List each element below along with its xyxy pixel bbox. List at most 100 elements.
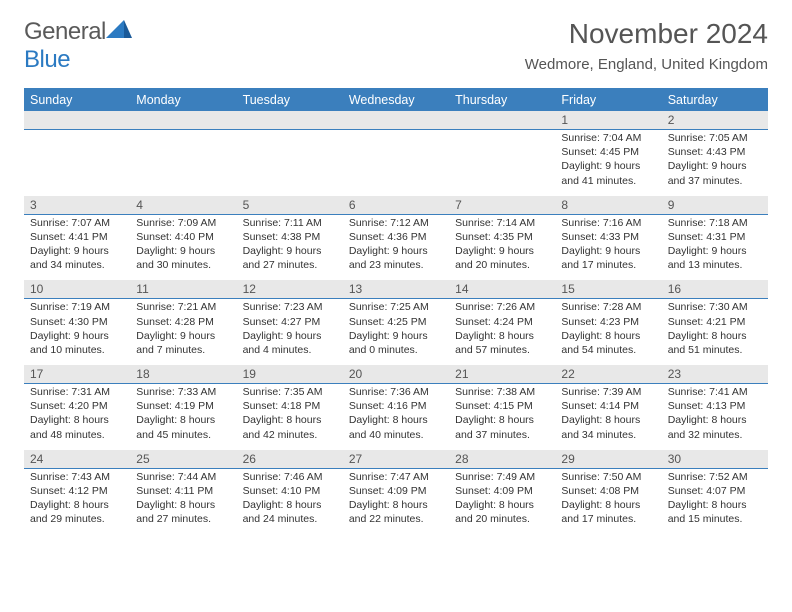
day-cell: Sunrise: 7:49 AMSunset: 4:09 PMDaylight:… <box>449 469 555 535</box>
day-cell: Sunrise: 7:47 AMSunset: 4:09 PMDaylight:… <box>343 469 449 535</box>
sunrise-line: Sunrise: 7:12 AM <box>349 216 443 230</box>
sunset-line: Sunset: 4:12 PM <box>30 484 124 498</box>
date-number: 30 <box>662 450 768 468</box>
day-data-row: Sunrise: 7:43 AMSunset: 4:12 PMDaylight:… <box>24 469 768 535</box>
sunset-line: Sunset: 4:07 PM <box>668 484 762 498</box>
sunrise-line: Sunrise: 7:23 AM <box>243 300 337 314</box>
sunset-line: Sunset: 4:40 PM <box>136 230 230 244</box>
date-number <box>343 111 449 129</box>
sunrise-line: Sunrise: 7:26 AM <box>455 300 549 314</box>
day-data-row: Sunrise: 7:07 AMSunset: 4:41 PMDaylight:… <box>24 215 768 281</box>
daylight-line: Daylight: 8 hours and 48 minutes. <box>30 413 124 441</box>
date-number: 13 <box>343 280 449 298</box>
day-cell: Sunrise: 7:26 AMSunset: 4:24 PMDaylight:… <box>449 299 555 365</box>
date-number: 26 <box>237 450 343 468</box>
date-number: 12 <box>237 280 343 298</box>
sunset-line: Sunset: 4:31 PM <box>668 230 762 244</box>
daylight-line: Daylight: 8 hours and 57 minutes. <box>455 329 549 357</box>
sunset-line: Sunset: 4:09 PM <box>455 484 549 498</box>
date-number-row: 12 <box>24 111 768 130</box>
sunset-line: Sunset: 4:10 PM <box>243 484 337 498</box>
day-cell: Sunrise: 7:05 AMSunset: 4:43 PMDaylight:… <box>662 130 768 196</box>
sunrise-line: Sunrise: 7:14 AM <box>455 216 549 230</box>
daylight-line: Daylight: 9 hours and 20 minutes. <box>455 244 549 272</box>
sunrise-line: Sunrise: 7:11 AM <box>243 216 337 230</box>
sunset-line: Sunset: 4:35 PM <box>455 230 549 244</box>
daylight-line: Daylight: 8 hours and 29 minutes. <box>30 498 124 526</box>
daylight-line: Daylight: 9 hours and 17 minutes. <box>561 244 655 272</box>
day-cell: Sunrise: 7:23 AMSunset: 4:27 PMDaylight:… <box>237 299 343 365</box>
day-cell: Sunrise: 7:35 AMSunset: 4:18 PMDaylight:… <box>237 384 343 450</box>
daylight-line: Daylight: 8 hours and 45 minutes. <box>136 413 230 441</box>
daylight-line: Daylight: 8 hours and 42 minutes. <box>243 413 337 441</box>
daylight-line: Daylight: 8 hours and 32 minutes. <box>668 413 762 441</box>
daylight-line: Daylight: 8 hours and 40 minutes. <box>349 413 443 441</box>
sunset-line: Sunset: 4:14 PM <box>561 399 655 413</box>
sunrise-line: Sunrise: 7:43 AM <box>30 470 124 484</box>
daylight-line: Daylight: 9 hours and 7 minutes. <box>136 329 230 357</box>
weekday-header: Tuesday <box>237 89 343 111</box>
sunrise-line: Sunrise: 7:47 AM <box>349 470 443 484</box>
day-cell: Sunrise: 7:44 AMSunset: 4:11 PMDaylight:… <box>130 469 236 535</box>
sunrise-line: Sunrise: 7:35 AM <box>243 385 337 399</box>
sunset-line: Sunset: 4:15 PM <box>455 399 549 413</box>
daylight-line: Daylight: 8 hours and 37 minutes. <box>455 413 549 441</box>
day-cell: Sunrise: 7:09 AMSunset: 4:40 PMDaylight:… <box>130 215 236 281</box>
daylight-line: Daylight: 8 hours and 54 minutes. <box>561 329 655 357</box>
daylight-line: Daylight: 9 hours and 41 minutes. <box>561 159 655 187</box>
day-cell: Sunrise: 7:39 AMSunset: 4:14 PMDaylight:… <box>555 384 661 450</box>
day-cell: Sunrise: 7:14 AMSunset: 4:35 PMDaylight:… <box>449 215 555 281</box>
day-cell: Sunrise: 7:31 AMSunset: 4:20 PMDaylight:… <box>24 384 130 450</box>
daylight-line: Daylight: 8 hours and 27 minutes. <box>136 498 230 526</box>
day-cell: Sunrise: 7:07 AMSunset: 4:41 PMDaylight:… <box>24 215 130 281</box>
date-number: 4 <box>130 196 236 214</box>
weekday-header: Sunday <box>24 89 130 111</box>
sunrise-line: Sunrise: 7:05 AM <box>668 131 762 145</box>
date-number-row: 3456789 <box>24 196 768 215</box>
weekday-header-row: SundayMondayTuesdayWednesdayThursdayFrid… <box>24 89 768 111</box>
sunrise-line: Sunrise: 7:21 AM <box>136 300 230 314</box>
sunrise-line: Sunrise: 7:49 AM <box>455 470 549 484</box>
day-cell: Sunrise: 7:33 AMSunset: 4:19 PMDaylight:… <box>130 384 236 450</box>
day-cell <box>343 130 449 196</box>
day-cell: Sunrise: 7:28 AMSunset: 4:23 PMDaylight:… <box>555 299 661 365</box>
date-number: 5 <box>237 196 343 214</box>
daylight-line: Daylight: 8 hours and 15 minutes. <box>668 498 762 526</box>
daylight-line: Daylight: 9 hours and 13 minutes. <box>668 244 762 272</box>
date-number: 14 <box>449 280 555 298</box>
logo-text: General Blue <box>24 18 106 74</box>
day-cell: Sunrise: 7:38 AMSunset: 4:15 PMDaylight:… <box>449 384 555 450</box>
date-number-row: 17181920212223 <box>24 365 768 384</box>
day-cell: Sunrise: 7:19 AMSunset: 4:30 PMDaylight:… <box>24 299 130 365</box>
logo-part1: General <box>24 18 106 45</box>
day-cell <box>449 130 555 196</box>
sunset-line: Sunset: 4:18 PM <box>243 399 337 413</box>
sunset-line: Sunset: 4:45 PM <box>561 145 655 159</box>
sunrise-line: Sunrise: 7:25 AM <box>349 300 443 314</box>
date-number <box>237 111 343 129</box>
sunrise-line: Sunrise: 7:50 AM <box>561 470 655 484</box>
date-number: 19 <box>237 365 343 383</box>
weekday-header: Saturday <box>662 89 768 111</box>
sunrise-line: Sunrise: 7:39 AM <box>561 385 655 399</box>
sunrise-line: Sunrise: 7:44 AM <box>136 470 230 484</box>
day-cell: Sunrise: 7:16 AMSunset: 4:33 PMDaylight:… <box>555 215 661 281</box>
date-number: 23 <box>662 365 768 383</box>
sunset-line: Sunset: 4:11 PM <box>136 484 230 498</box>
date-number: 1 <box>555 111 661 129</box>
date-number: 25 <box>130 450 236 468</box>
sunrise-line: Sunrise: 7:52 AM <box>668 470 762 484</box>
sunrise-line: Sunrise: 7:46 AM <box>243 470 337 484</box>
daylight-line: Daylight: 9 hours and 30 minutes. <box>136 244 230 272</box>
location-label: Wedmore, England, United Kingdom <box>525 56 768 73</box>
sunset-line: Sunset: 4:19 PM <box>136 399 230 413</box>
day-cell: Sunrise: 7:46 AMSunset: 4:10 PMDaylight:… <box>237 469 343 535</box>
day-data-row: Sunrise: 7:04 AMSunset: 4:45 PMDaylight:… <box>24 130 768 196</box>
sunset-line: Sunset: 4:08 PM <box>561 484 655 498</box>
date-number: 20 <box>343 365 449 383</box>
sunset-line: Sunset: 4:21 PM <box>668 315 762 329</box>
logo-part2: Blue <box>24 46 70 73</box>
sunset-line: Sunset: 4:25 PM <box>349 315 443 329</box>
sunrise-line: Sunrise: 7:16 AM <box>561 216 655 230</box>
date-number <box>24 111 130 129</box>
